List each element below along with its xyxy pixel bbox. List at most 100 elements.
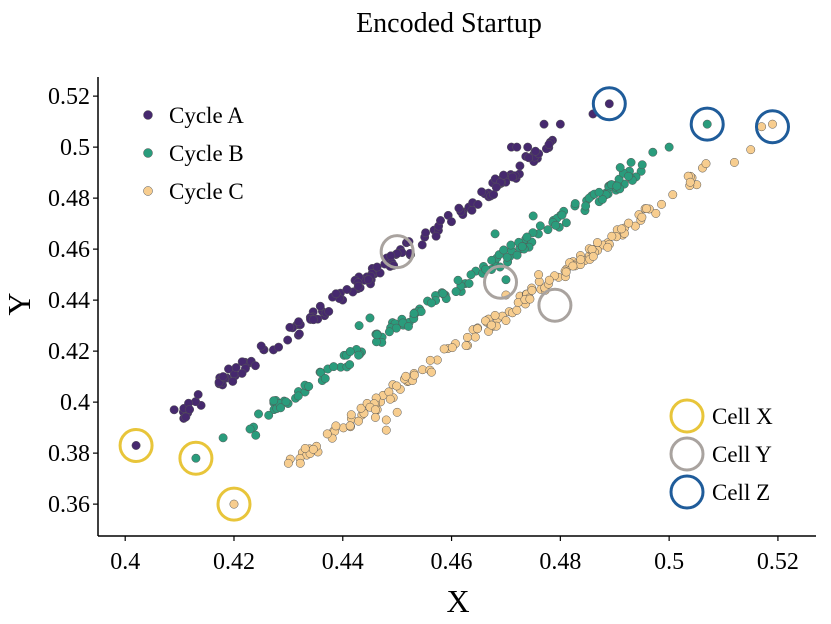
callout-legend-entry: Cell Z [669,474,770,510]
data-point [702,119,712,129]
data-point [664,142,674,152]
data-point [283,335,293,345]
data-point [522,232,532,242]
data-point [346,410,356,420]
data-point [557,210,567,220]
data-point [218,372,228,382]
series-2-points [191,119,712,463]
data-point [315,301,325,311]
data-point [473,200,483,209]
data-point [251,430,261,440]
data-point [427,298,436,308]
data-point [490,229,500,239]
data-point [274,342,284,352]
data-point [508,172,517,182]
data-point [308,444,318,454]
callout-legend-ring [669,474,705,510]
callout-ring [178,440,214,476]
data-point [345,421,355,431]
data-point [651,209,661,218]
data-point [438,288,448,298]
data-point [331,421,341,431]
data-point [512,250,522,260]
data-point [231,363,241,372]
data-point [534,270,544,280]
data-point [487,320,496,330]
data-point [281,397,291,407]
data-point [391,323,401,333]
y-tick-label: 0.38 [48,441,90,467]
data-point [528,211,538,221]
data-point [523,142,533,152]
plot-area [118,86,790,522]
callout-ring [537,287,573,323]
data-point [363,275,373,285]
data-point [425,355,435,365]
data-point [354,416,363,426]
data-point [603,242,613,252]
legend-label: Cycle A [169,103,244,128]
callout-ring [379,234,415,270]
legend-marker [143,148,153,158]
legend-label: Cycle C [169,179,244,204]
data-point [612,181,622,191]
data-point [354,321,364,331]
callout-legend-entry: Cell Y [669,436,772,472]
data-point [623,171,633,181]
callout-legend-ring [669,436,705,472]
data-point [218,433,228,443]
data-point [342,285,352,294]
data-point [245,424,255,434]
data-point [568,261,578,271]
data-point [594,187,604,197]
data-point [193,390,203,399]
series-legend: Cycle A Cycle B Cycle C [143,103,244,204]
data-point [269,396,279,406]
data-point [588,252,598,261]
data-point [701,159,711,169]
data-point [481,316,490,326]
data-point [466,270,476,280]
data-point [392,381,402,391]
data-point [356,403,366,413]
data-point [169,405,179,415]
data-point [491,182,501,192]
data-point [392,407,402,417]
data-point [604,99,614,109]
data-point [757,122,767,132]
data-point [417,240,427,250]
data-point [294,329,304,339]
data-point [499,245,509,255]
data-point [353,281,363,291]
legend-marker [143,110,153,120]
data-point [237,368,247,378]
data-point [668,190,678,200]
callout-legend-label: Cell X [712,404,773,429]
data-point [581,201,591,211]
data-point [228,376,238,386]
data-point [285,322,295,332]
data-point [543,225,553,235]
data-point [185,405,195,414]
data-point [293,391,303,401]
data-point [439,344,449,354]
callout-ring [483,264,519,300]
data-point [345,360,355,370]
legend-entry: Cycle C [143,179,244,204]
data-point [309,315,318,325]
data-point [461,341,471,351]
data-point [555,119,565,129]
data-point [535,221,545,231]
x-tick-label: 0.42 [213,549,255,575]
data-point [370,405,380,415]
data-point [499,170,508,180]
data-point [331,289,341,299]
data-point [264,410,274,420]
data-point [551,220,561,230]
data-point [607,231,617,241]
data-point [191,453,201,463]
data-point [561,267,571,277]
data-point [254,409,263,419]
callout-rings-1 [118,427,252,522]
data-point [685,177,695,187]
